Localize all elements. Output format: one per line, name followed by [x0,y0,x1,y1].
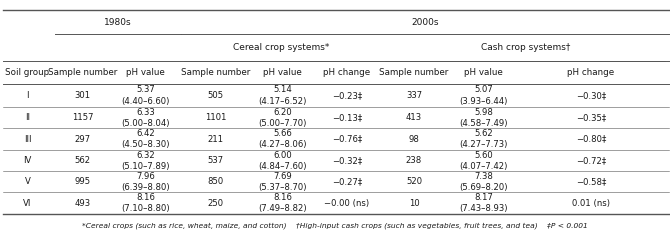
Text: 297: 297 [74,135,90,144]
Text: 5.62
(4.27–7.73): 5.62 (4.27–7.73) [460,129,508,149]
Text: 850: 850 [208,177,224,186]
Text: 0.01 (ns): 0.01 (ns) [572,199,610,208]
Text: 505: 505 [208,91,224,100]
Text: −0.35‡: −0.35‡ [576,113,606,122]
Text: 8.16
(7.10–8.80): 8.16 (7.10–8.80) [121,193,170,213]
Text: 5.60
(4.07–7.42): 5.60 (4.07–7.42) [460,151,508,171]
Text: −0.00 (ns): −0.00 (ns) [324,199,370,208]
Text: −0.23‡: −0.23‡ [332,91,362,100]
Text: 5.98
(4.58–7.49): 5.98 (4.58–7.49) [460,108,508,128]
Text: −0.13‡: −0.13‡ [332,113,362,122]
Text: 5.37
(4.40–6.60): 5.37 (4.40–6.60) [121,86,170,106]
Text: −0.72‡: −0.72‡ [576,156,606,165]
Text: III: III [23,135,31,144]
Text: 1101: 1101 [205,113,226,122]
Text: 7.38
(5.69–8.20): 7.38 (5.69–8.20) [460,172,508,192]
Text: IV: IV [23,156,31,165]
Text: 8.17
(7.43–8.93): 8.17 (7.43–8.93) [460,193,508,213]
Text: −0.32‡: −0.32‡ [332,156,362,165]
Text: V: V [25,177,30,186]
Text: 2000s: 2000s [411,18,439,27]
Text: 995: 995 [74,177,90,186]
Text: 562: 562 [74,156,90,165]
Text: 301: 301 [74,91,90,100]
Text: 6.33
(5.00–8.04): 6.33 (5.00–8.04) [121,108,170,128]
Text: 10: 10 [409,199,419,208]
Text: 493: 493 [74,199,90,208]
Text: Cash crop systems†: Cash crop systems† [480,43,570,52]
Text: 8.16
(7.49–8.82): 8.16 (7.49–8.82) [259,193,307,213]
Text: Sample number: Sample number [181,68,251,77]
Text: Soil group: Soil group [5,68,50,77]
Text: VI: VI [23,199,31,208]
Text: 1157: 1157 [72,113,93,122]
Text: Sample number: Sample number [379,68,449,77]
Text: pH value: pH value [464,68,503,77]
Text: 6.42
(4.50–8.30): 6.42 (4.50–8.30) [121,129,170,149]
Text: 337: 337 [406,91,422,100]
Text: *Cereal crops (such as rice, wheat, maize, and cotton)    †High-input cash crops: *Cereal crops (such as rice, wheat, maiz… [82,222,588,229]
Text: 5.07
(3.93–6.44): 5.07 (3.93–6.44) [460,86,508,106]
Text: 537: 537 [208,156,224,165]
Text: 520: 520 [406,177,422,186]
Text: Cereal crop systems*: Cereal crop systems* [233,43,330,52]
Text: pH value: pH value [126,68,165,77]
Text: 413: 413 [406,113,422,122]
Text: −0.80‡: −0.80‡ [576,135,606,144]
Text: 211: 211 [208,135,224,144]
Text: 1980s: 1980s [104,18,132,27]
Text: 5.14
(4.17–6.52): 5.14 (4.17–6.52) [259,86,307,106]
Text: −0.30‡: −0.30‡ [576,91,606,100]
Text: pH value: pH value [263,68,302,77]
Text: −0.76‡: −0.76‡ [332,135,362,144]
Text: 250: 250 [208,199,224,208]
Text: −0.27‡: −0.27‡ [332,177,362,186]
Text: pH change: pH change [567,68,614,77]
Text: Sample number: Sample number [48,68,117,77]
Text: II: II [25,113,30,122]
Text: 6.00
(4.84–7.60): 6.00 (4.84–7.60) [259,151,307,171]
Text: 5.66
(4.27–8.06): 5.66 (4.27–8.06) [259,129,307,149]
Text: I: I [26,91,29,100]
Text: 6.20
(5.00–7.70): 6.20 (5.00–7.70) [259,108,307,128]
Text: 7.69
(5.37–8.70): 7.69 (5.37–8.70) [259,172,307,192]
Text: 6.32
(5.10–7.89): 6.32 (5.10–7.89) [121,151,170,171]
Text: 7.96
(6.39–8.80): 7.96 (6.39–8.80) [121,172,170,192]
Text: pH change: pH change [324,68,371,77]
Text: 238: 238 [406,156,422,165]
Text: 98: 98 [409,135,419,144]
Text: −0.58‡: −0.58‡ [576,177,606,186]
